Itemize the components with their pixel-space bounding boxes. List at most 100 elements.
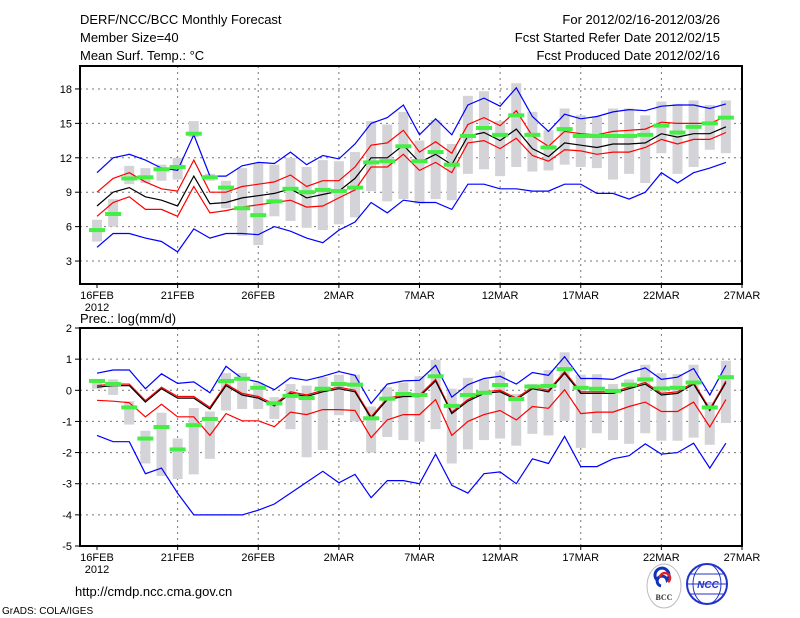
y-tick-label: 6 (66, 222, 72, 234)
observed-mark (540, 145, 557, 150)
ensemble-range-bar (156, 412, 167, 476)
observed-mark (250, 385, 267, 390)
observed-mark (508, 113, 525, 118)
ensemble-range-bar (269, 397, 280, 419)
ensemble-range-bar (575, 374, 586, 448)
y-tick-label: -2 (62, 448, 72, 460)
observed-mark (314, 187, 331, 192)
ensemble-range-bar (188, 408, 199, 475)
observed-mark (298, 190, 315, 195)
ensemble-range-bar (656, 373, 667, 441)
ncc-logo: NCC (686, 563, 728, 605)
grads-credit: GrADS: COLA/IGES (2, 606, 93, 617)
refer-date: Fcst Started Refer Date 2012/02/15 (515, 30, 720, 45)
x-tick-label: 27MAR (724, 290, 761, 302)
ensemble-range-bar (253, 382, 264, 409)
observed-mark (330, 382, 347, 387)
observed-mark (347, 382, 363, 387)
observed-mark (347, 185, 363, 190)
observed-mark (459, 392, 476, 397)
observed-mark (556, 367, 573, 372)
observed-mark (137, 436, 154, 441)
x-year-label: 2012 (85, 302, 109, 314)
series-line-upper (96, 109, 727, 193)
observed-mark (572, 133, 589, 138)
observed-mark (669, 385, 686, 390)
observed-mark (266, 199, 283, 204)
observed-mark (540, 383, 557, 388)
series-line-lower (96, 388, 727, 439)
observed-mark (701, 405, 718, 410)
temperature-panel: 3 6 9 12 15 18 16FEB 21FEB 26FEB 2MAR 7MAR 12MAR 17M… (60, 65, 761, 314)
ensemble-range-bar (575, 115, 586, 167)
observed-mark (637, 377, 654, 382)
ensemble-range-bar (672, 374, 683, 441)
prec-panel-title: Prec.: log(mm/d) (80, 311, 176, 326)
x-tick-label: 22MAR (643, 552, 680, 564)
observed-mark (363, 160, 380, 165)
observed-mark (121, 405, 138, 410)
ensemble-range-bar (269, 164, 280, 217)
ensemble-range-bar (479, 379, 489, 441)
bcc-logo-text: BCC (656, 593, 673, 602)
ensemble-range-bar (366, 121, 377, 192)
ensemble-range-bar (543, 130, 554, 171)
observed-mark (105, 212, 122, 217)
observed-mark (427, 374, 444, 379)
ensemble-range-bar (640, 115, 651, 184)
observed-mark (717, 115, 734, 120)
ensemble-range-bar (688, 364, 699, 438)
x-tick-label: 2MAR (324, 552, 355, 564)
ensemble-range-bar (511, 83, 522, 167)
x-tick-label: 22MAR (643, 290, 680, 302)
x-tick-label: 17MAR (562, 290, 599, 302)
observed-mark (443, 403, 460, 408)
observed-mark (653, 386, 670, 391)
ensemble-range-bar (462, 377, 473, 450)
x-tick-label: 26FEB (241, 552, 275, 564)
bcc-logo: BCC (646, 563, 682, 609)
observed-mark (105, 382, 122, 387)
observed-mark (605, 133, 621, 138)
observed-mark (169, 164, 186, 169)
ensemble-range-bar (527, 384, 538, 434)
ensemble-range-bar (221, 373, 231, 411)
ensemble-range-bar (285, 384, 296, 430)
series-line-min (96, 434, 727, 516)
x-tick-label: 21FEB (161, 290, 195, 302)
ensemble-range-bar (495, 371, 506, 439)
observed-mark (621, 133, 638, 138)
observed-mark (476, 125, 492, 130)
ensemble-range-bar (479, 91, 489, 170)
observed-mark (121, 176, 138, 181)
observed-mark (363, 416, 380, 421)
ensemble-range-bar (624, 108, 635, 174)
observed-mark (282, 393, 299, 398)
y-tick-label: -4 (62, 510, 72, 522)
ensemble-range-bar (398, 111, 409, 200)
observed-mark (314, 386, 331, 391)
footer-url[interactable]: http://cmdp.ncc.cma.gov.cn (75, 584, 232, 599)
observed-mark (588, 386, 605, 391)
observed-mark (685, 124, 702, 129)
ensemble-range-bar (704, 105, 715, 150)
ncc-logo-text: NCC (697, 580, 719, 591)
observed-mark (476, 390, 492, 395)
y-tick-label: 0 (66, 385, 72, 397)
observed-mark (379, 159, 396, 164)
observed-mark (234, 376, 251, 381)
x-tick-label: 16FEB (80, 290, 114, 302)
observed-mark (282, 186, 299, 191)
ensemble-range-bar (430, 119, 441, 200)
ensemble-range-bar (124, 165, 135, 185)
ensemble-range-bar (301, 385, 312, 458)
observed-mark (508, 397, 525, 402)
ensemble-range-bar (591, 116, 602, 169)
series-line-max (96, 355, 727, 405)
observed-mark (153, 425, 170, 430)
observed-mark (443, 162, 460, 167)
x-tick-label: 12MAR (482, 552, 519, 564)
ensemble-range-bar (382, 387, 393, 437)
ensemble-range-bar (350, 152, 360, 218)
